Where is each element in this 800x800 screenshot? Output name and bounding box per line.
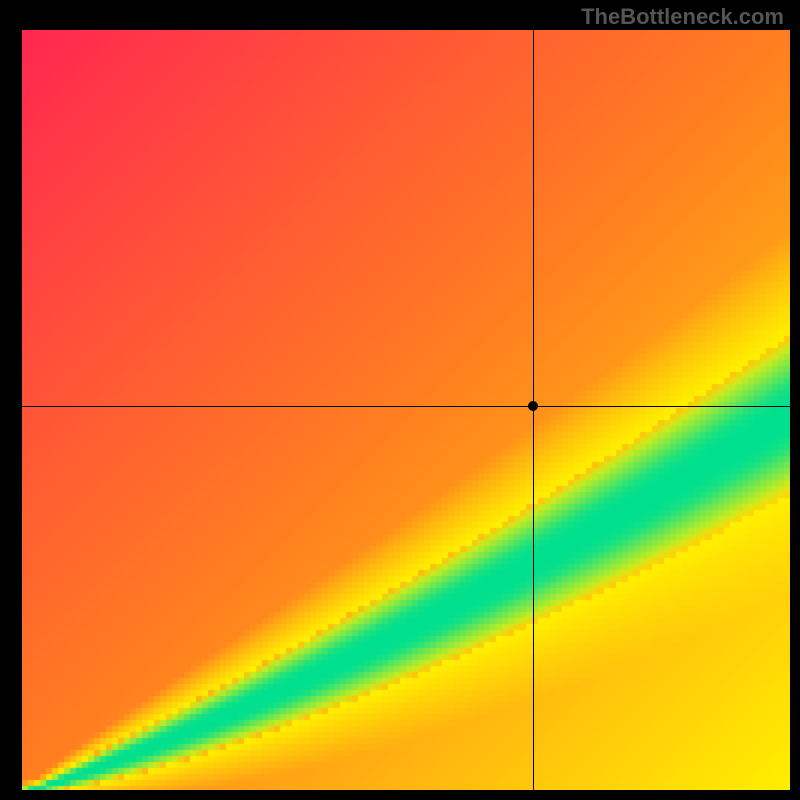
- crosshair-horizontal: [22, 406, 790, 407]
- bottleneck-heatmap: [22, 30, 790, 790]
- crosshair-marker: [528, 401, 538, 411]
- chart-container: TheBottleneck.com: [0, 0, 800, 800]
- watermark-text: TheBottleneck.com: [581, 4, 784, 30]
